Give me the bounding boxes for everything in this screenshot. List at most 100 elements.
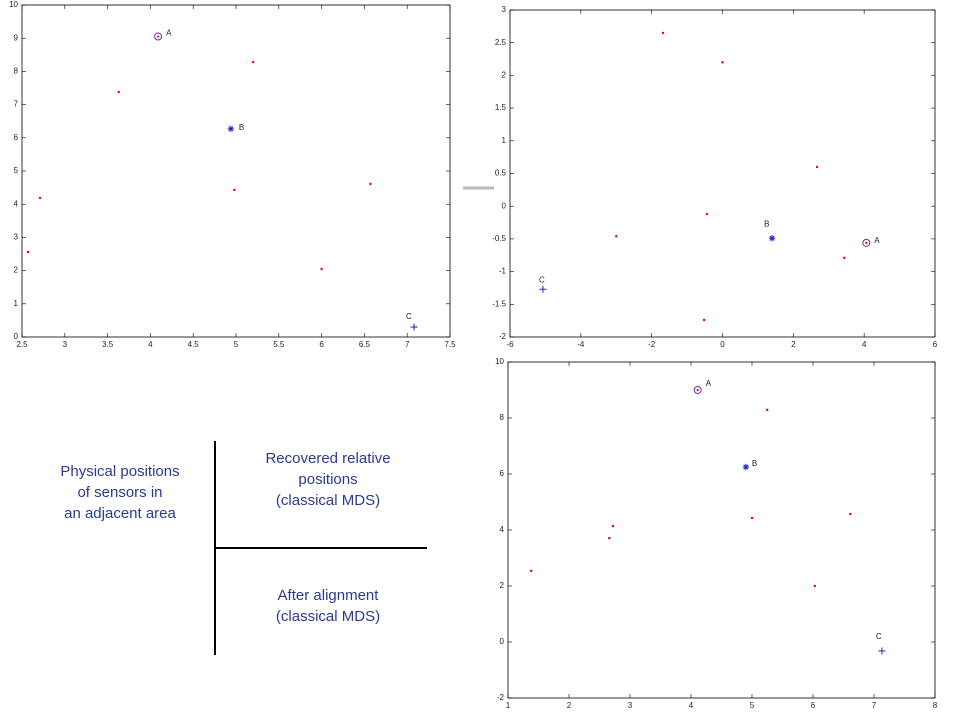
- point: [878, 647, 886, 655]
- caption-line: of sensors in: [77, 484, 162, 501]
- point-dot: [38, 196, 42, 200]
- point-label: B: [752, 459, 757, 468]
- point-dot: [369, 182, 372, 186]
- y-tick-label: 4: [14, 199, 19, 208]
- plot-area: [21, 4, 451, 338]
- x-tick-label: 4: [862, 340, 867, 349]
- point-dot: [26, 250, 30, 254]
- point: [611, 524, 615, 528]
- x-tick-label: -6: [506, 340, 514, 349]
- point-dot: [865, 241, 868, 244]
- point-label: A: [166, 29, 172, 38]
- point: [154, 32, 163, 41]
- point-stroke: [769, 235, 775, 241]
- caption-line: an adjacent area: [64, 505, 176, 522]
- plot-area: [507, 361, 936, 699]
- point-dot: [813, 584, 817, 588]
- point-dot: [117, 90, 120, 94]
- point-stroke: [228, 126, 234, 132]
- point: [705, 212, 709, 216]
- point-dot: [320, 267, 323, 271]
- x-tick-label: 7.5: [444, 340, 456, 349]
- point: [661, 31, 665, 35]
- x-tick-label: 4: [689, 701, 694, 710]
- point: [815, 165, 819, 169]
- y-tick-label: 8: [14, 67, 19, 76]
- y-tick-label: 4: [500, 525, 505, 534]
- point-dot: [661, 31, 665, 35]
- point-dot: [702, 318, 706, 322]
- point: [529, 569, 533, 573]
- x-tick-label: 2: [791, 340, 796, 349]
- chart: -6 -4 -2 0 2 4 6 -2 -1.5 -1 -0.5 0 0.5 1 1.5 2 2.5 3 A B C: [492, 5, 938, 349]
- y-tick-label: 0: [14, 332, 19, 341]
- point: [117, 90, 120, 94]
- point-dot: [233, 188, 236, 192]
- y-tick-label: 3: [14, 233, 19, 242]
- x-tick-label: 1: [506, 701, 511, 710]
- point: [410, 323, 418, 331]
- point-dot: [157, 35, 160, 38]
- x-tick-label: 6: [933, 340, 938, 349]
- caption-line: Recovered relative: [265, 450, 390, 467]
- y-tick-label: 0: [502, 201, 507, 210]
- y-tick-label: 3: [502, 5, 507, 14]
- y-tick-label: 7: [14, 100, 19, 109]
- point: [849, 512, 852, 516]
- point-dot: [529, 569, 533, 573]
- y-tick-label: 0.5: [495, 169, 507, 178]
- y-tick-label: 2: [500, 581, 505, 590]
- point-label: C: [876, 632, 882, 641]
- y-tick-label: -2: [497, 693, 505, 702]
- x-tick-label: 2: [567, 701, 572, 710]
- point-dot: [721, 61, 724, 64]
- point-dot: [815, 165, 819, 169]
- point-dot: [608, 536, 611, 540]
- point: [251, 60, 255, 64]
- x-tick-label: 0: [720, 340, 725, 349]
- caption-line: After alignment: [278, 587, 380, 604]
- point: [227, 125, 235, 133]
- chart: 2.5 3 3.5 4 4.5 5 5.5 6 6.5 7 7.5 0 1 2 3 4 5 6 7 8 9 10 A B C: [9, 0, 456, 349]
- caption-line: positions: [298, 471, 357, 488]
- x-tick-label: 6: [319, 340, 324, 349]
- y-tick-label: -1: [499, 267, 507, 276]
- point-dot: [766, 408, 769, 412]
- y-tick-label: 5: [14, 166, 19, 175]
- x-tick-label: 2.5: [16, 340, 28, 349]
- x-tick-label: 3.5: [102, 340, 114, 349]
- x-tick-label: 8: [933, 701, 938, 710]
- point-dot: [696, 388, 699, 392]
- point-dot: [611, 524, 615, 528]
- y-tick-label: -1.5: [492, 299, 506, 308]
- y-tick-label: 0: [500, 637, 505, 646]
- y-tick-label: 2.5: [495, 38, 507, 47]
- point-dot: [843, 256, 846, 260]
- point-dot: [750, 516, 754, 520]
- y-tick-label: 1: [502, 136, 507, 145]
- point: [750, 516, 754, 520]
- x-tick-label: 3: [63, 340, 68, 349]
- y-tick-label: 9: [14, 33, 19, 42]
- y-tick-label: 1.5: [495, 103, 507, 112]
- point: [862, 238, 871, 247]
- caption-line: (classical MDS): [276, 608, 380, 625]
- y-tick-label: 6: [14, 133, 19, 142]
- point: [615, 235, 618, 238]
- point-label: C: [539, 275, 545, 284]
- point-label: A: [706, 379, 712, 388]
- point: [721, 61, 724, 64]
- y-tick-label: 10: [495, 357, 504, 366]
- point: [233, 188, 236, 192]
- x-tick-label: 7: [405, 340, 410, 349]
- chart: 1 2 3 4 5 6 7 8 -2 0 2 4 6 8 10 A B C: [495, 357, 938, 710]
- point: [539, 285, 547, 293]
- point-ring: [154, 32, 163, 41]
- x-tick-label: -2: [648, 340, 656, 349]
- x-tick-label: 5: [750, 701, 755, 710]
- point-label: A: [874, 236, 880, 245]
- point-dot: [705, 212, 709, 216]
- x-tick-label: -4: [577, 340, 585, 349]
- caption-line: (classical MDS): [276, 492, 380, 509]
- x-tick-label: 4.5: [188, 340, 200, 349]
